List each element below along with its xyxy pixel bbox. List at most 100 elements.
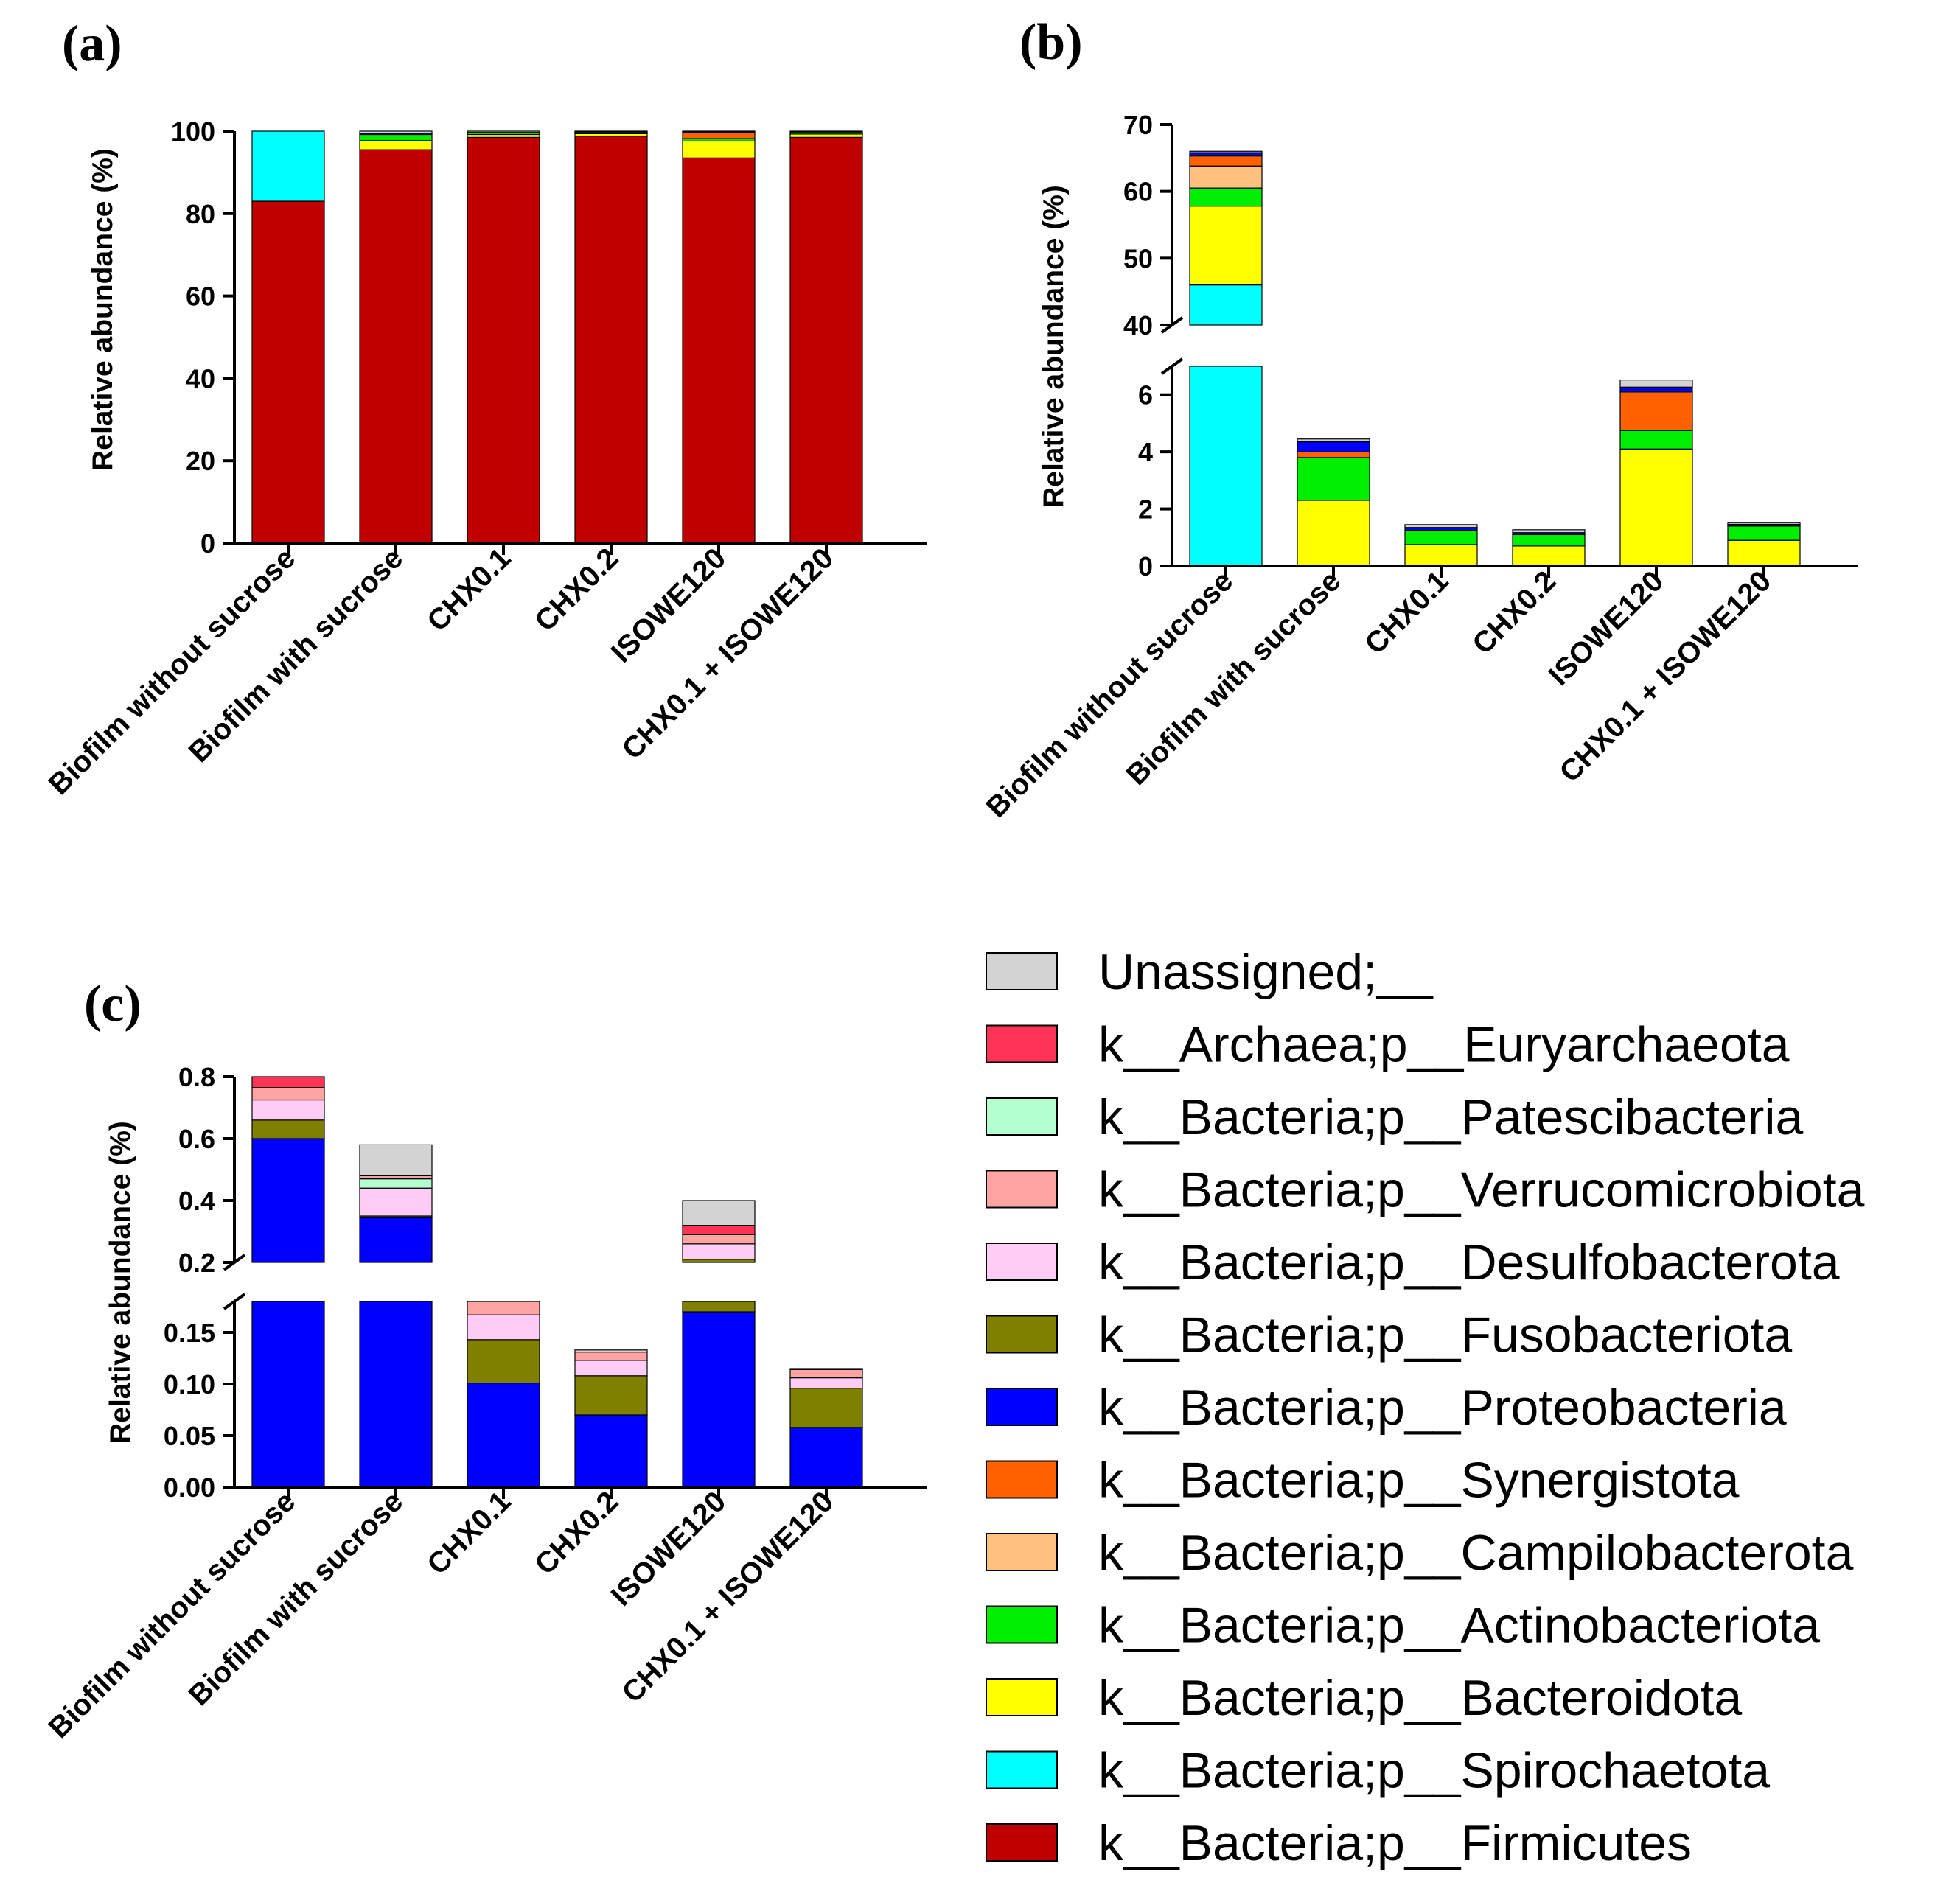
y-tick-label: 0.8	[178, 1062, 215, 1092]
bar-segment-biofilm-without-sucrose-k-bacteria-p-verrucomicrobiota	[251, 1087, 325, 1101]
bar-segment-chx0-1-isowe120-unassigned	[789, 130, 863, 133]
bar-segment-isowe120-k-bacteria-p-fusobacteriota	[682, 1301, 756, 1313]
bar-segment-isowe120-k-bacteria-p-fusobacteriota	[682, 1259, 756, 1263]
legend-swatch-k-archaea-p-euryarchaeota	[986, 1024, 1058, 1063]
bar-segment-biofilm-with-sucrose-k-bacteria-p-synergistota	[1297, 451, 1370, 458]
legend-label-k-archaea-p-euryarchaeota: k__Archaea;p__Euryarchaeota	[1098, 1017, 1790, 1073]
bar-segment-biofilm-with-sucrose-k-bacteria-p-actinobacteriota	[1297, 457, 1370, 501]
y-axis-label: Relative abundance (%)	[87, 148, 119, 471]
bar-segment-isowe120-unassigned	[1619, 379, 1693, 388]
y-tick-label: 0.4	[178, 1186, 215, 1216]
bar-segment-chx0-2-k-bacteria-p-bacteroidota	[1512, 545, 1586, 567]
bar-segment-biofilm-without-sucrose-k-bacteria-p-bacteroidota	[1189, 206, 1263, 286]
legend-label-k-bacteria-p-spirochaetota: k__Bacteria;p__Spirochaetota	[1098, 1743, 1770, 1799]
bar-segment-biofilm-without-sucrose-k-bacteria-p-proteobacteria	[251, 1301, 325, 1488]
bar-segment-chx0-1-k-bacteria-p-firmicutes	[467, 136, 540, 544]
legend-swatch-k-bacteria-p-spirochaetota	[986, 1750, 1058, 1789]
bar-segment-chx0-2-k-bacteria-p-actinobacteriota	[1512, 534, 1586, 547]
bar-segment-isowe120-k-bacteria-p-firmicutes	[682, 157, 756, 544]
legend-label-k-bacteria-p-firmicutes: k__Bacteria;p__Firmicutes	[1098, 1815, 1692, 1871]
y-tick-label: 0	[1138, 551, 1153, 581]
bar-segment-chx0-1-k-bacteria-p-bacteroidota	[1404, 544, 1478, 567]
category-label-biofilm-with-sucrose: Biofilm with sucrose	[183, 542, 410, 769]
bar-segment-isowe120-unassigned	[682, 130, 756, 133]
bar-segment-biofilm-with-sucrose-k-bacteria-p-verrucomicrobiota	[359, 1175, 433, 1180]
axis-break-mark	[1160, 357, 1184, 375]
category-label-chx0-1-isowe120: CHX0.1 + ISOWE120	[615, 542, 840, 766]
bar-segment-chx0-1-isowe120-k-bacteria-p-verrucomicrobiota	[789, 1369, 863, 1379]
bar-segment-isowe120-k-bacteria-p-verrucomicrobiota	[682, 1234, 756, 1245]
legend: Unassigned;__ k__Archaea;p__Euryarchaeota…	[986, 944, 1865, 1871]
bar-segment-chx0-1-k-bacteria-p-actinobacteriota	[1404, 530, 1478, 545]
bar-segment-chx0-1-k-bacteria-p-proteobacteria	[467, 1382, 540, 1488]
bar-segment-biofilm-without-sucrose-k-bacteria-p-proteobacteria	[251, 1138, 325, 1263]
bar-segment-chx0-1-isowe120-k-bacteria-p-bacteroidota	[789, 133, 863, 138]
y-tick-label: 4	[1138, 437, 1153, 467]
bar-segment-biofilm-with-sucrose-k-bacteria-p-bacteroidota	[359, 140, 433, 150]
bar-segment-chx0-2-k-bacteria-p-desulfobacterota	[574, 1360, 648, 1377]
bar-segment-biofilm-without-sucrose-k-bacteria-p-proteobacteria	[1189, 152, 1263, 157]
legend-swatch-k-bacteria-p-firmicutes	[986, 1823, 1058, 1862]
bar-segment-biofilm-without-sucrose-k-bacteria-p-synergistota	[1189, 155, 1263, 167]
bar-segment-biofilm-with-sucrose-k-bacteria-p-firmicutes	[359, 149, 433, 544]
bar-segment-chx0-2-k-bacteria-p-verrucomicrobiota	[574, 1351, 648, 1361]
axis-break-mark	[223, 1293, 246, 1310]
bar-segment-chx0-2-unassigned	[1512, 529, 1586, 534]
bar-segment-isowe120-k-bacteria-p-bacteroidota	[1619, 448, 1693, 567]
y-tick-label: 0	[200, 528, 215, 559]
legend-swatch-k-bacteria-p-desulfobacterota	[986, 1243, 1058, 1281]
bar-segment-chx0-1-isowe120-k-bacteria-p-fusobacteriota	[789, 1387, 863, 1428]
category-label-chx0-1-isowe120: CHX0.1 + ISOWE120	[615, 1485, 840, 1709]
bar-segment-biofilm-with-sucrose-unassigned	[1297, 438, 1370, 443]
bar-segment-isowe120-k-bacteria-p-desulfobacterota	[682, 1243, 756, 1260]
legend-swatch-k-bacteria-p-patescibacteria	[986, 1097, 1058, 1136]
bar-segment-biofilm-without-sucrose-k-bacteria-p-fusobacteriota	[251, 1119, 325, 1139]
bar-segment-chx0-1-unassigned	[1404, 524, 1478, 528]
bar-segment-isowe120-k-bacteria-p-synergistota	[1619, 391, 1693, 431]
y-tick-label: 20	[186, 446, 215, 476]
y-tick-label: 40	[186, 363, 215, 394]
bar-segment-chx0-1-isowe120-k-bacteria-p-actinobacteriota	[1727, 525, 1801, 541]
legend-label-k-bacteria-p-bacteroidota: k__Bacteria;p__Bacteroidota	[1098, 1670, 1742, 1726]
bar-segment-biofilm-without-sucrose-k-bacteria-p-spirochaetota	[1189, 366, 1263, 567]
bar-segment-chx0-1-isowe120-unassigned	[1727, 522, 1801, 525]
y-tick-label: 0.15	[164, 1318, 215, 1348]
bar-segment-chx0-2-k-bacteria-p-fusobacteriota	[574, 1375, 648, 1416]
bar-segment-isowe120-k-bacteria-p-bacteroidota	[682, 140, 756, 158]
bar-segment-biofilm-with-sucrose-k-bacteria-p-bacteroidota	[1297, 500, 1370, 567]
y-tick-label: 40	[1123, 310, 1153, 340]
y-axis-label: Relative abundance (%)	[105, 1121, 136, 1444]
y-tick-label: 60	[1123, 177, 1153, 207]
bar-segment-isowe120-k-archaea-p-euryarchaeota	[682, 1224, 756, 1235]
legend-label-k-bacteria-p-synergistota: k__Bacteria;p__Synergistota	[1098, 1453, 1740, 1509]
bar-segment-biofilm-without-sucrose-k-bacteria-p-actinobacteriota	[1189, 187, 1263, 207]
y-tick-label: 2	[1138, 495, 1153, 525]
bar-segment-isowe120-k-bacteria-p-synergistota	[682, 132, 756, 139]
bar-segment-chx0-1-isowe120-k-bacteria-p-desulfobacterota	[789, 1377, 863, 1389]
bar-segment-biofilm-without-sucrose-k-archaea-p-euryarchaeota	[251, 1076, 325, 1088]
panel-b-label: (b)	[1019, 14, 1083, 71]
category-label-biofilm-with-sucrose: Biofilm with sucrose	[1120, 565, 1347, 792]
bar-segment-chx0-1-k-bacteria-p-desulfobacterota	[467, 1314, 540, 1341]
category-label-biofilm-with-sucrose: Biofilm with sucrose	[183, 1485, 410, 1712]
y-tick-label: 0.2	[178, 1248, 215, 1278]
legend-swatch-k-bacteria-p-proteobacteria	[986, 1388, 1058, 1426]
bar-segment-biofilm-without-sucrose-k-bacteria-p-firmicutes	[251, 200, 325, 544]
bar-segment-chx0-1-k-bacteria-p-verrucomicrobiota	[467, 1301, 540, 1315]
category-label-chx0-1: CHX0.1	[1359, 565, 1454, 660]
bar-segment-biofilm-with-sucrose-unassigned	[359, 1144, 433, 1177]
bar-segment-chx0-2-k-bacteria-p-firmicutes	[574, 136, 648, 544]
bar-segment-biofilm-without-sucrose-k-bacteria-p-spirochaetota	[251, 130, 325, 202]
legend-label-k-bacteria-p-actinobacteriota: k__Bacteria;p__Actinobacteriota	[1098, 1598, 1820, 1654]
category-label-chx0-2: CHX0.2	[529, 1485, 624, 1581]
bar-segment-biofilm-without-sucrose-unassigned	[1189, 150, 1263, 153]
y-tick-label: 80	[186, 199, 215, 229]
legend-label-k-bacteria-p-proteobacteria: k__Bacteria;p__Proteobacteria	[1098, 1380, 1787, 1436]
y-tick-label: 70	[1123, 110, 1153, 140]
legend-swatch-k-bacteria-p-synergistota	[986, 1460, 1058, 1499]
bar-segment-biofilm-with-sucrose-k-bacteria-p-patescibacteria	[359, 1178, 433, 1189]
category-label-chx0-2: CHX0.2	[529, 542, 624, 637]
